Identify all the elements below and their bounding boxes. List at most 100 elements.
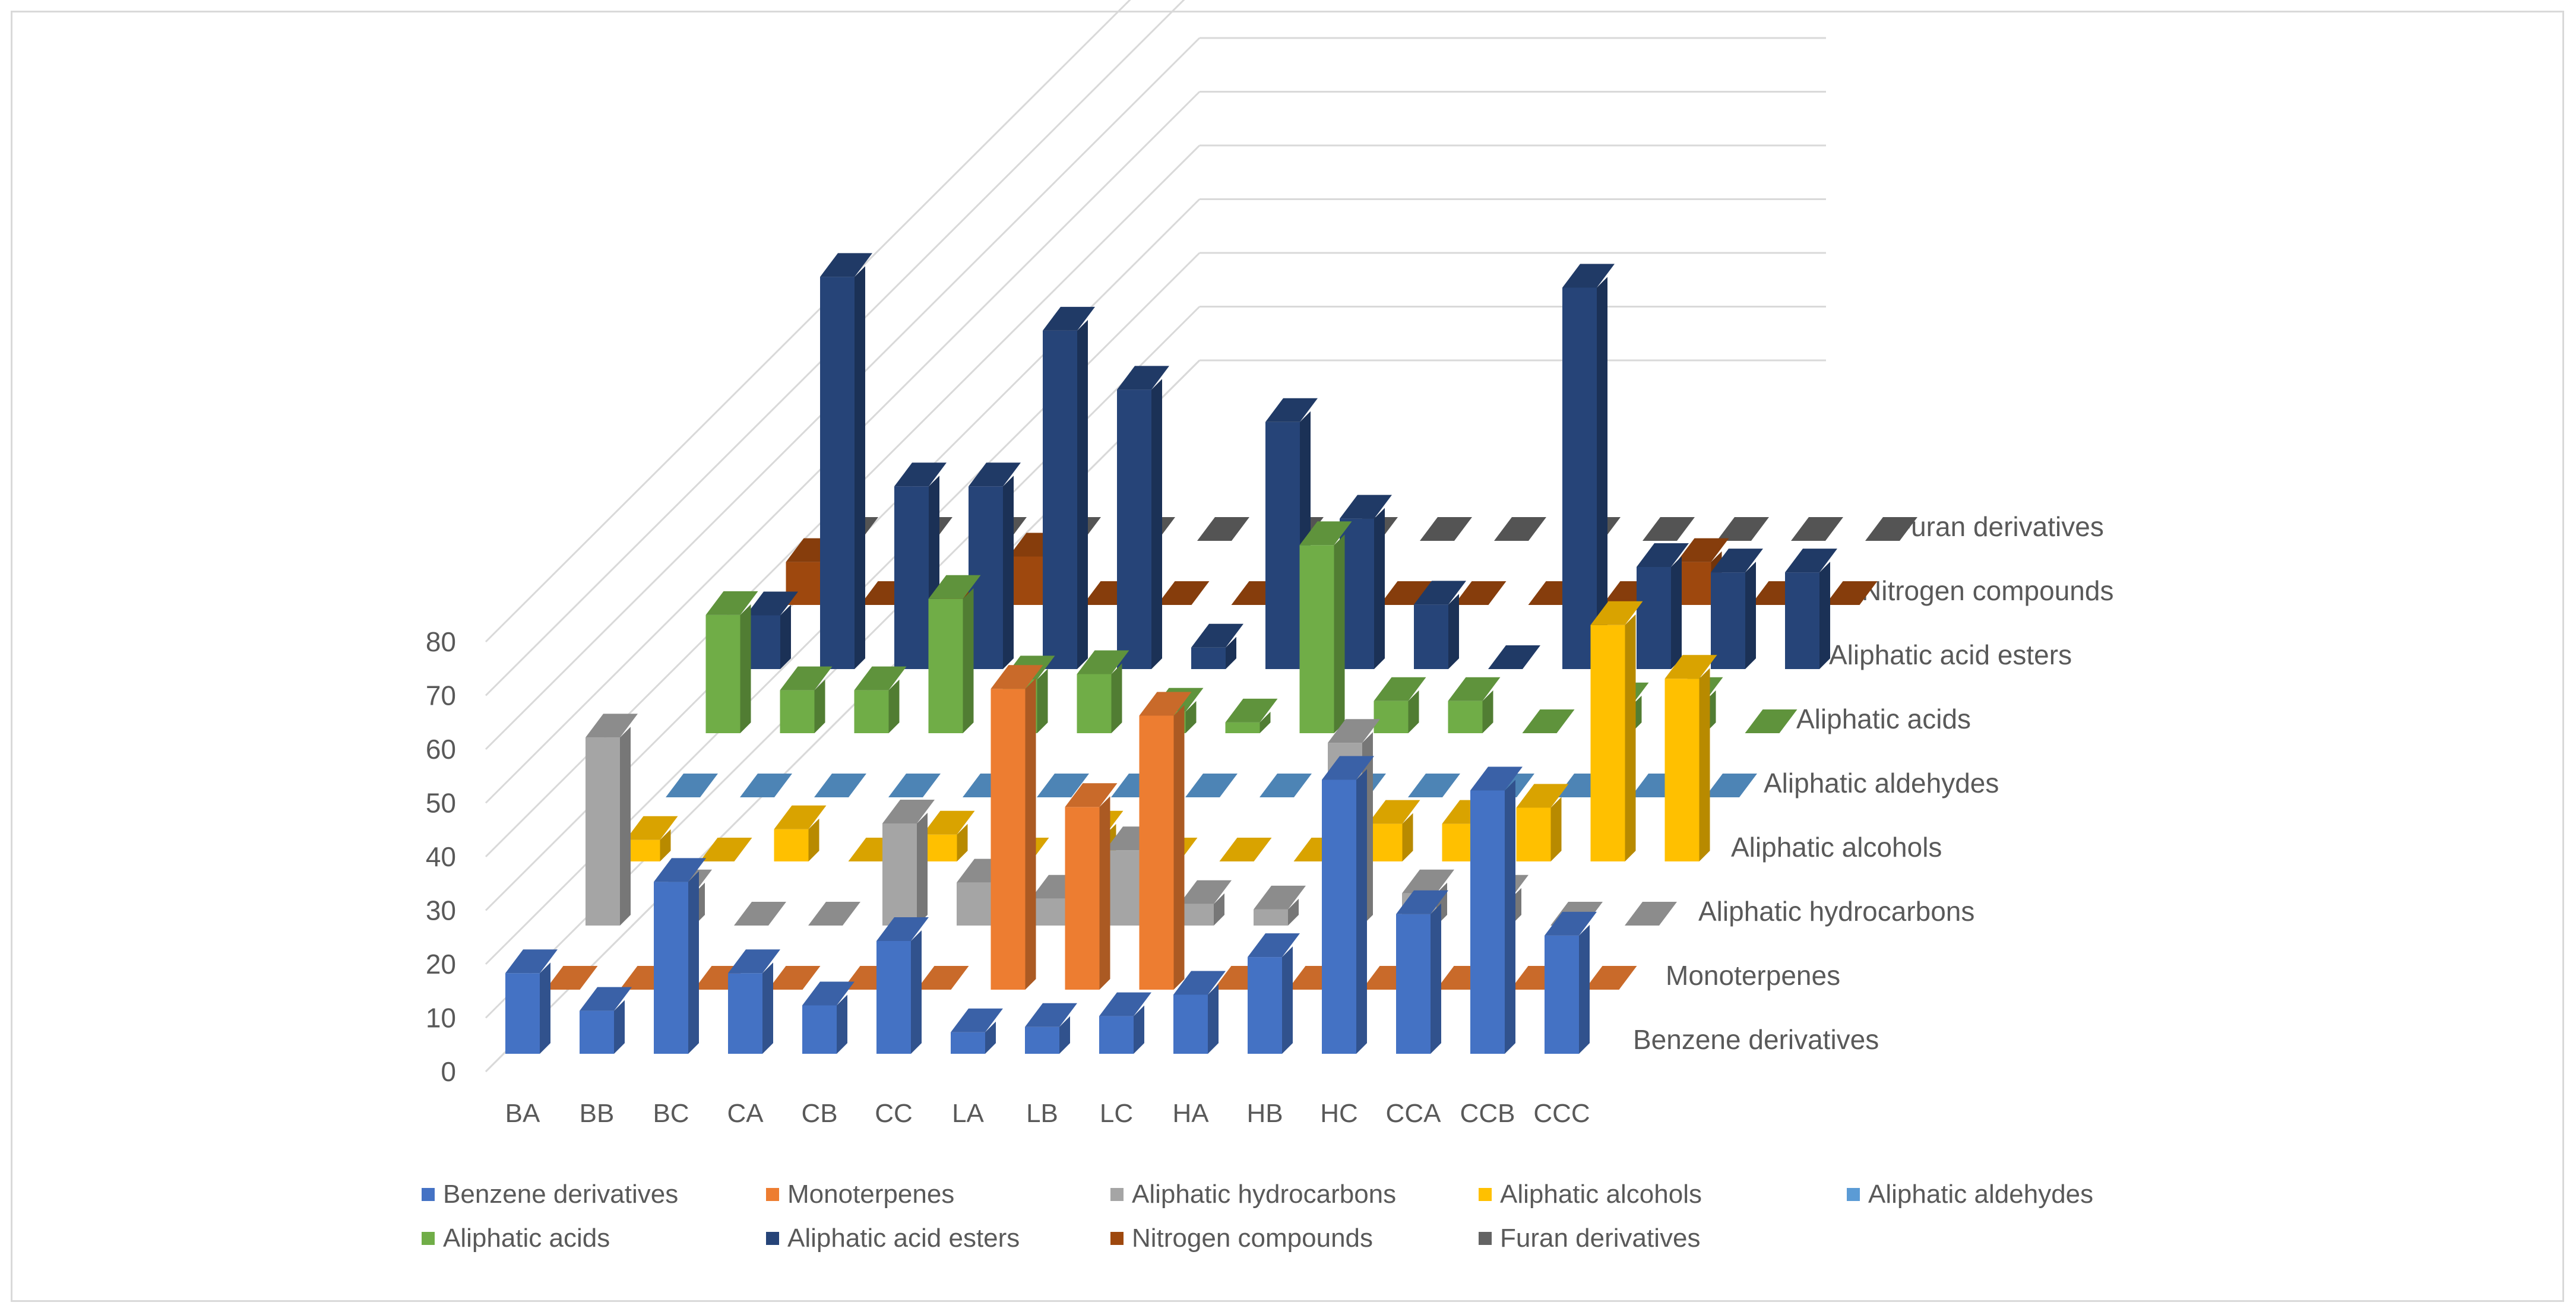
column: [1643, 517, 1695, 541]
column-top: [1664, 655, 1717, 679]
column: [802, 981, 855, 1054]
column: [1584, 966, 1637, 990]
column: [1185, 774, 1238, 797]
column: [1065, 783, 1118, 990]
column-top: [1043, 306, 1095, 331]
column-top: [1745, 709, 1797, 733]
series-depth-label: Benzene derivatives: [1633, 1024, 1879, 1055]
column-front: [1265, 422, 1300, 669]
column-side: [1402, 813, 1413, 861]
column-top: [888, 774, 941, 797]
column: [1705, 774, 1757, 797]
column-front: [654, 882, 688, 1054]
column: [1494, 517, 1546, 541]
column-top: [928, 575, 981, 599]
column: [505, 949, 558, 1054]
column-top: [1470, 766, 1523, 791]
legend-swatch: [766, 1188, 779, 1201]
x-tick-label: CB: [801, 1099, 837, 1128]
y-axis: 0 10 20 30 40 50 60 70 80: [426, 626, 456, 1087]
column-front: [922, 834, 957, 861]
column: [1711, 549, 1763, 669]
column-front: [1117, 389, 1151, 669]
column-side: [1077, 319, 1088, 669]
column: [1248, 933, 1300, 1054]
x-tick-label: HB: [1246, 1099, 1283, 1128]
column-top: [625, 816, 678, 840]
column-top: [1494, 517, 1546, 541]
column-top: [1254, 885, 1306, 910]
series-row: [746, 253, 1837, 670]
column-top: [876, 917, 929, 941]
column-front: [1031, 898, 1065, 926]
column-front: [854, 690, 889, 733]
column: [820, 253, 872, 670]
column-front: [1396, 914, 1431, 1054]
column: [1637, 543, 1689, 669]
column-top: [1562, 264, 1615, 288]
column-front: [728, 973, 762, 1054]
column-top: [894, 462, 947, 487]
x-tick-label: CCC: [1533, 1099, 1590, 1128]
column-top: [1414, 581, 1466, 605]
column-side: [1408, 690, 1419, 733]
column: [734, 902, 786, 926]
column-top: [1037, 774, 1089, 797]
column-side: [911, 930, 922, 1054]
column-side: [1134, 1005, 1144, 1054]
column-side: [1625, 614, 1636, 861]
y-tick-label: 60: [426, 734, 456, 765]
column: [1077, 650, 1129, 733]
legend-swatch: [1110, 1188, 1124, 1201]
column: [916, 966, 969, 990]
column-top: [1637, 543, 1689, 568]
column-front: [802, 1005, 837, 1054]
column-top: [1191, 623, 1243, 648]
column-top: [1065, 783, 1118, 807]
column-top: [580, 987, 632, 1011]
column-top: [1454, 581, 1507, 605]
column-top: [1173, 971, 1226, 995]
column-side: [620, 727, 631, 926]
legend-label: Benzene derivatives: [443, 1180, 679, 1209]
column-front: [951, 1032, 985, 1054]
column-top: [1185, 774, 1238, 797]
column-top: [808, 902, 860, 926]
chart-legend: Benzene derivatives Monoterpenes Aliphat…: [422, 1173, 2262, 1260]
column-side: [1282, 946, 1293, 1054]
column: [814, 774, 866, 797]
column-side: [1185, 701, 1197, 733]
column-top: [1025, 1003, 1077, 1027]
column-side: [780, 604, 791, 669]
column: [1562, 264, 1615, 669]
x-tick-label: BA: [505, 1099, 540, 1128]
legend-swatch: [766, 1232, 779, 1245]
legend-item-aliphatic-hydrocarbons: Aliphatic hydrocarbons: [1110, 1180, 1479, 1209]
column-side: [1597, 277, 1607, 669]
legend-item-aliphatic-acid-esters: Aliphatic acid esters: [766, 1224, 1110, 1253]
column-side: [917, 813, 928, 926]
column: [1037, 774, 1089, 797]
column: [768, 966, 821, 990]
column-side: [762, 962, 773, 1054]
column-side: [1431, 903, 1441, 1054]
column-front: [1065, 807, 1100, 990]
column: [1219, 838, 1272, 861]
column-side: [1288, 898, 1299, 926]
y-tick-label: 70: [426, 680, 456, 711]
column-front: [1374, 701, 1409, 733]
column-side: [963, 588, 974, 733]
column-front: [780, 690, 815, 733]
column-top: [1396, 890, 1448, 914]
column-front: [1676, 562, 1711, 605]
column: [545, 966, 598, 990]
series-depth-label: Aliphatic alcohols: [1731, 832, 1942, 863]
column-front: [1043, 330, 1077, 669]
column-top: [586, 714, 638, 738]
column: [928, 575, 981, 733]
series-depth-label: Nitrogen compounds: [1862, 575, 2113, 606]
y-tick-label: 80: [426, 626, 456, 657]
column: [1179, 880, 1232, 926]
column: [746, 591, 798, 669]
